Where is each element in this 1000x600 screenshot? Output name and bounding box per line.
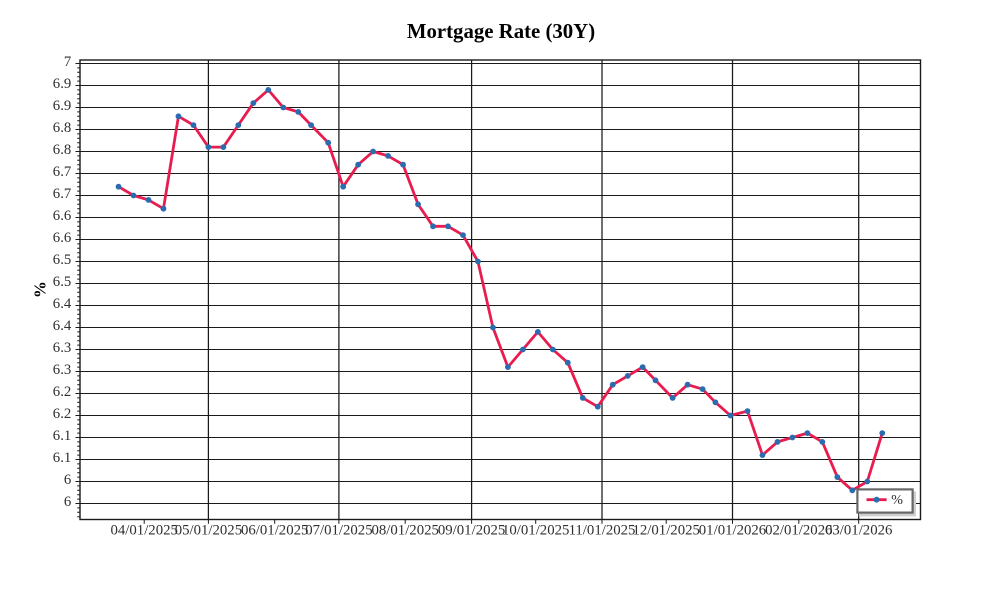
svg-text:6.5: 6.5	[53, 274, 72, 290]
svg-text:%: %	[30, 281, 49, 298]
svg-text:05/01/2025: 05/01/2025	[175, 523, 242, 539]
svg-text:6.6: 6.6	[53, 208, 72, 224]
svg-text:6.4: 6.4	[53, 296, 72, 312]
svg-text:06/01/2025: 06/01/2025	[241, 523, 308, 539]
svg-text:6.6: 6.6	[53, 230, 72, 246]
svg-text:6.5: 6.5	[53, 252, 72, 268]
svg-text:6: 6	[64, 472, 71, 488]
svg-text:6: 6	[64, 494, 71, 510]
svg-text:6.9: 6.9	[53, 76, 72, 92]
svg-text:%: %	[891, 493, 903, 508]
svg-text:03/01/2026: 03/01/2026	[825, 523, 892, 539]
svg-text:6.9: 6.9	[53, 98, 72, 114]
svg-text:02/01/2026: 02/01/2026	[765, 523, 832, 539]
svg-text:6.8: 6.8	[53, 142, 72, 158]
svg-text:07/01/2025: 07/01/2025	[305, 523, 372, 539]
svg-text:01/01/2026: 01/01/2026	[699, 523, 766, 539]
svg-text:12/01/2025: 12/01/2025	[632, 523, 699, 539]
svg-text:6.3: 6.3	[53, 362, 72, 378]
svg-text:6.4: 6.4	[53, 318, 72, 334]
svg-text:08/01/2025: 08/01/2025	[371, 523, 438, 539]
svg-text:6.2: 6.2	[53, 384, 72, 400]
svg-text:09/01/2025: 09/01/2025	[438, 523, 505, 539]
svg-text:6.3: 6.3	[53, 340, 72, 356]
svg-text:6.2: 6.2	[53, 406, 72, 422]
svg-text:04/01/2025: 04/01/2025	[110, 523, 177, 539]
svg-text:11/01/2025: 11/01/2025	[569, 523, 636, 539]
svg-text:6.7: 6.7	[53, 164, 72, 180]
svg-text:10/01/2025: 10/01/2025	[502, 523, 569, 539]
svg-text:7: 7	[64, 54, 71, 70]
svg-text:Mortgage Rate (30Y): Mortgage Rate (30Y)	[407, 20, 595, 43]
svg-text:6.8: 6.8	[53, 120, 72, 136]
svg-text:6.7: 6.7	[53, 186, 72, 202]
svg-text:6.1: 6.1	[53, 450, 72, 466]
svg-text:6.1: 6.1	[53, 428, 72, 444]
